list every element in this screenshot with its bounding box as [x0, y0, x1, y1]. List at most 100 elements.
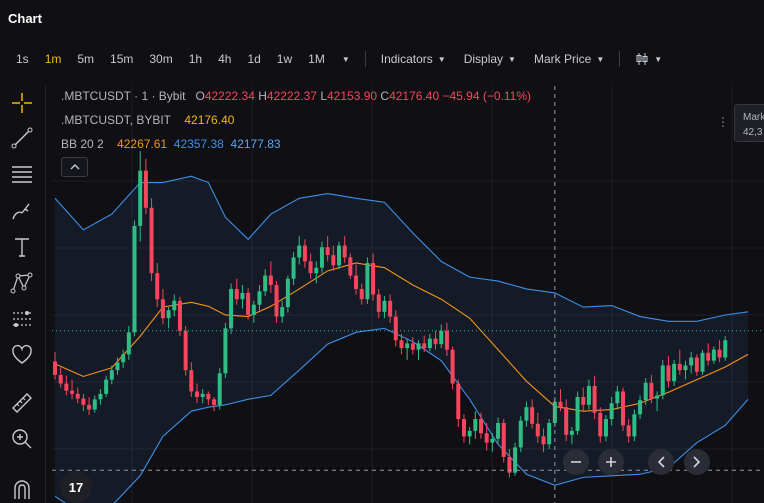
candle: [598, 407, 603, 443]
candle: [308, 253, 313, 279]
candle: [189, 362, 194, 397]
measure-icon: [13, 311, 31, 327]
candle-body: [558, 401, 563, 408]
text-tool[interactable]: [7, 232, 37, 262]
candle-body: [632, 414, 637, 437]
brush-tool[interactable]: [7, 196, 37, 226]
candle: [280, 300, 285, 323]
plus-icon: [606, 457, 616, 467]
candlestick-chart[interactable]: [52, 86, 764, 503]
candle: [558, 389, 563, 412]
candle-body: [195, 391, 199, 397]
candle-body: [268, 275, 273, 286]
candle-body: [212, 399, 217, 405]
candle: [609, 396, 614, 426]
candle-body: [547, 422, 552, 445]
timeframe-1w[interactable]: 1w: [276, 52, 293, 66]
candle-body: [427, 338, 432, 349]
price-type-dropdown[interactable]: Mark Price ▼: [525, 52, 613, 66]
candle-body: [217, 373, 222, 405]
candle: [518, 415, 523, 453]
chevron-down-icon: ▼: [596, 54, 605, 64]
drag-handle-icon[interactable]: ⋮: [717, 115, 729, 129]
candle-body: [291, 257, 296, 279]
timeframe-1M[interactable]: 1M: [308, 52, 325, 66]
tradingview-logo[interactable]: 17: [60, 471, 92, 503]
trendline-tool[interactable]: [7, 123, 37, 153]
timeframe-1m[interactable]: 1m: [44, 52, 62, 66]
candle-body: [319, 247, 324, 268]
bb-upper-line: [54, 175, 749, 322]
candle-body: [70, 390, 75, 394]
more-timeframes-dropdown[interactable]: ▼: [333, 55, 359, 64]
candle: [149, 198, 154, 282]
zoom-tool[interactable]: [7, 424, 37, 454]
candle-body: [410, 343, 415, 350]
brush-icon: [12, 203, 30, 220]
ruler-tool[interactable]: [7, 388, 37, 418]
candle-body: [206, 393, 211, 400]
candle-body: [183, 330, 188, 371]
zoom-out-button[interactable]: [563, 449, 589, 475]
candle-body: [274, 285, 279, 317]
crosshair-tool[interactable]: [7, 88, 37, 118]
candle-body: [104, 379, 109, 394]
close-value: 42176.40: [389, 89, 440, 103]
bb-label: BB 20 2: [61, 137, 104, 151]
candle-body: [92, 399, 97, 410]
candle-body: [513, 447, 518, 473]
candle: [405, 338, 410, 360]
favorites-tool[interactable]: [7, 340, 37, 370]
candle: [461, 414, 466, 443]
candle-body: [87, 404, 92, 410]
low-value: 42153.90: [327, 89, 378, 103]
display-dropdown[interactable]: Display ▼: [455, 52, 525, 66]
candle: [229, 283, 234, 334]
pattern-tool[interactable]: [7, 268, 37, 298]
candle: [98, 389, 103, 405]
indicators-label: Indicators: [380, 52, 433, 66]
chart-style-dropdown[interactable]: ▼: [626, 52, 671, 66]
timeframe-1h[interactable]: 1h: [188, 52, 203, 66]
zoom-in-button[interactable]: [598, 449, 624, 475]
candle: [501, 419, 506, 463]
candle: [172, 294, 177, 317]
timeframe-5m[interactable]: 5m: [77, 52, 95, 66]
candle-body: [325, 247, 330, 256]
candle-body: [115, 362, 120, 371]
candle-body: [132, 225, 137, 333]
scroll-left-button[interactable]: [648, 449, 674, 475]
symbol-label: .MBTCUSDT · 1 · Bybit: [61, 89, 186, 103]
open-value: 42222.34: [204, 89, 255, 103]
drawing-toolbar: [0, 86, 46, 503]
collapse-legend-button[interactable]: [61, 157, 88, 177]
measure-tool[interactable]: [7, 304, 37, 334]
timeframe-30m[interactable]: 30m: [149, 52, 173, 66]
candle-body: [280, 307, 285, 317]
timeframe-4h[interactable]: 4h: [218, 52, 232, 66]
timeframe-1s[interactable]: 1s: [16, 52, 29, 66]
pattern-icon: [10, 272, 33, 294]
candle: [706, 343, 711, 366]
chevron-down-icon: ▼: [508, 54, 516, 64]
chevron-down-icon: ▼: [654, 54, 663, 64]
candle-body: [98, 393, 103, 400]
candle: [348, 253, 353, 279]
indicators-dropdown[interactable]: Indicators ▼: [372, 52, 455, 66]
candle-body: [246, 292, 251, 315]
fib-tool[interactable]: [7, 159, 37, 189]
candle: [166, 307, 171, 329]
scroll-right-button[interactable]: [684, 449, 710, 475]
magnet-tool[interactable]: [7, 474, 37, 503]
candle: [382, 296, 387, 319]
candle: [672, 359, 677, 386]
timeframe-15m[interactable]: 15m: [110, 52, 134, 66]
candle-body: [450, 349, 455, 384]
bb-legend[interactable]: BB 20 2 42267.61 42357.38 42177.83: [61, 137, 281, 151]
price-chart[interactable]: [52, 86, 764, 503]
timeframe-toolbar: 1s 1m 5m 15m 30m 1h 4h 1d 1w 1M ▼ Indica…: [0, 44, 764, 74]
timeframe-1d[interactable]: 1d: [247, 52, 261, 66]
candle: [291, 251, 296, 286]
candle: [439, 324, 444, 349]
candle: [104, 375, 109, 397]
